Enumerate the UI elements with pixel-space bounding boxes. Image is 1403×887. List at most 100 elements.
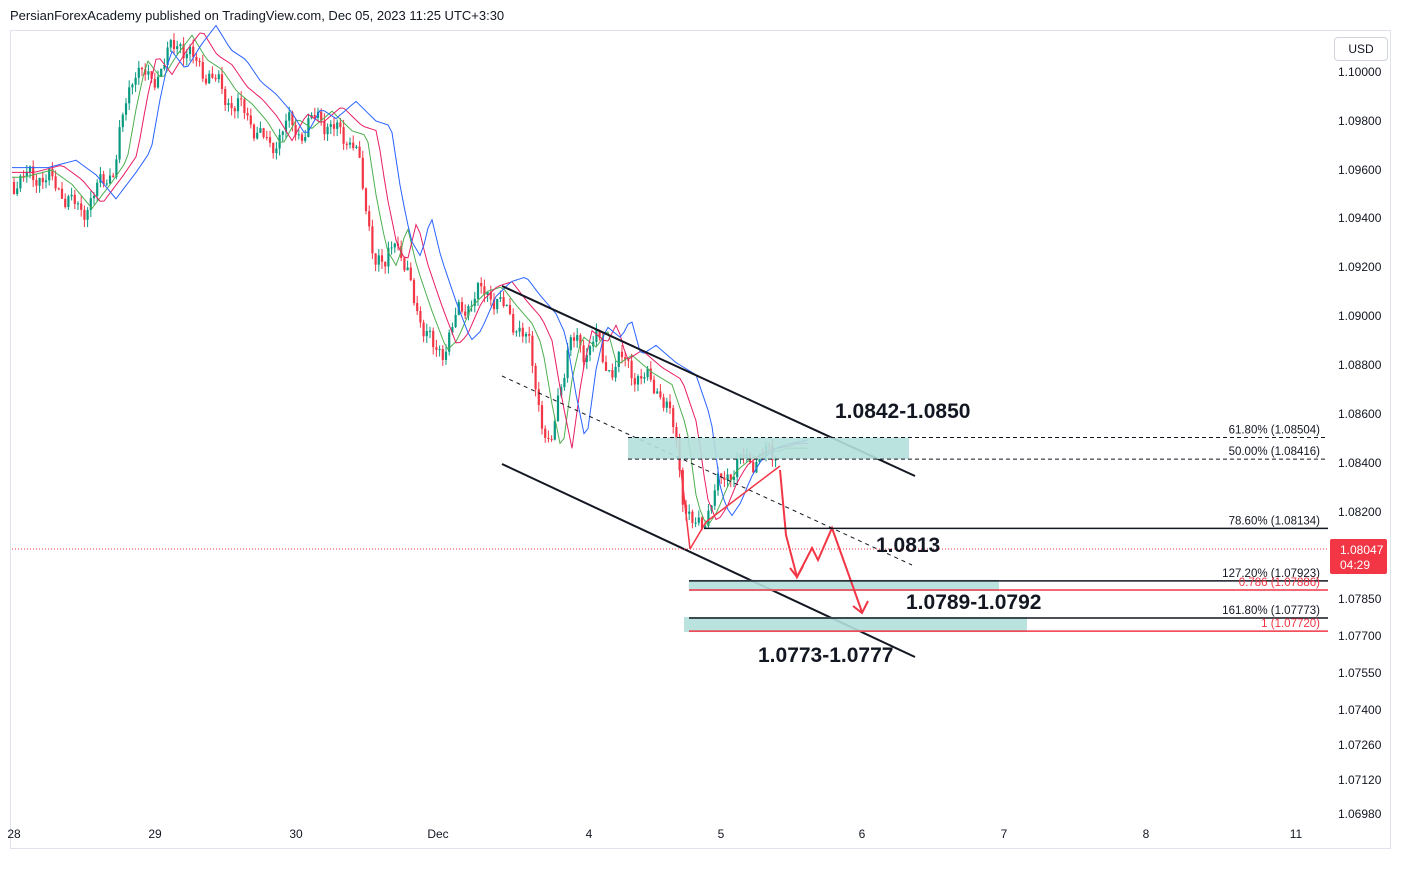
candle-body <box>451 327 454 333</box>
fib-level-label: 127.20% (1.07923) <box>1222 568 1320 580</box>
price-tick-label: 1.09600 <box>1338 163 1382 177</box>
time-tick-label: 28 <box>7 827 21 841</box>
price-tick-label: 1.09400 <box>1338 211 1382 225</box>
candle-body <box>188 46 192 55</box>
candle-body <box>566 350 569 378</box>
candle-body <box>579 335 582 346</box>
candle-body <box>544 428 547 438</box>
candle-body <box>211 73 214 78</box>
candle-body <box>390 247 393 249</box>
candle-body <box>291 112 294 125</box>
candle-body <box>38 177 41 186</box>
candle-body <box>531 335 534 366</box>
candle-body <box>704 526 707 530</box>
candle-body <box>102 174 105 185</box>
candle-body <box>368 211 371 227</box>
candle-body <box>540 405 544 429</box>
candle-body <box>438 349 441 351</box>
pattern-leg <box>705 465 781 523</box>
candle-body <box>624 357 627 360</box>
candle-body <box>224 88 227 105</box>
zone-label: 1.0789-1.0792 <box>906 591 1041 614</box>
currency-button[interactable]: USD <box>1334 37 1388 61</box>
candle-body <box>108 175 112 184</box>
candle-body <box>134 77 137 85</box>
candle-body <box>371 226 374 254</box>
candle-body <box>352 142 355 148</box>
candle-body <box>227 103 230 105</box>
candle-body <box>611 370 614 378</box>
chart-attribution: PersianForexAcademy published on Trading… <box>10 8 505 23</box>
candle-body <box>572 337 576 341</box>
candle-body <box>512 313 515 333</box>
fibonacci-layer: 61.80% (1.08504) 50.00% (1.08416) 78.60% (… <box>628 425 1328 632</box>
candle-body <box>182 44 185 59</box>
candle-body <box>230 103 233 109</box>
candle-body <box>144 69 147 75</box>
candle-body <box>633 378 636 385</box>
time-tick-label: 6 <box>859 827 866 841</box>
candle-body <box>275 148 278 154</box>
candle-body <box>313 115 316 118</box>
price-tick-label: 1.08200 <box>1338 505 1382 519</box>
time-tick-label: 29 <box>148 827 162 841</box>
candle-body <box>329 124 332 127</box>
candle-body <box>294 124 297 135</box>
candle-body <box>44 180 48 183</box>
candle-body <box>569 337 572 351</box>
candle-body <box>422 322 425 337</box>
candle-body <box>153 79 156 88</box>
candle-body <box>697 517 700 523</box>
candle-body <box>86 210 89 220</box>
candle-body <box>172 40 176 50</box>
candle-body <box>192 46 195 57</box>
candle-body <box>700 517 704 530</box>
candle-body <box>499 297 502 299</box>
candle-body <box>73 194 76 204</box>
candle-body <box>345 143 348 145</box>
fib-level-label: 161.80% (1.07773) <box>1222 605 1320 617</box>
candle-body <box>515 331 518 333</box>
price-tick-label: 1.07550 <box>1338 666 1382 680</box>
candle-body <box>249 115 252 125</box>
candle-body <box>643 377 646 379</box>
candle-body <box>524 333 528 337</box>
candle-body <box>22 175 25 177</box>
candle-body <box>150 71 153 80</box>
candle-body <box>688 511 691 514</box>
current-price-countdown: 04:29 <box>1340 558 1370 572</box>
candle-body <box>713 490 716 506</box>
candle-body <box>16 188 19 194</box>
candle-body <box>96 182 99 196</box>
candle-body <box>348 142 352 145</box>
candle-body <box>467 306 470 316</box>
ma-fast-line <box>12 34 808 527</box>
candle-body <box>617 351 620 367</box>
candle-body <box>492 299 496 310</box>
candle-body <box>41 177 44 183</box>
candle-body <box>252 124 256 139</box>
candle-body <box>640 376 643 379</box>
candle-body <box>508 305 512 314</box>
candle-body <box>160 68 163 77</box>
candle-body <box>409 267 412 281</box>
candle-body <box>729 474 732 480</box>
fib-level-label: 61.80% (1.08504) <box>1229 425 1321 437</box>
candle-body <box>124 103 128 115</box>
candle-body <box>752 462 755 473</box>
fib-level-label: 50.00% (1.08416) <box>1229 446 1321 458</box>
candle-body <box>691 511 694 523</box>
candle-body <box>361 157 364 189</box>
candle-body <box>604 361 608 371</box>
candle-body <box>668 401 672 409</box>
candle-body <box>118 127 121 160</box>
candle-body <box>553 421 556 440</box>
candle-body <box>320 111 323 121</box>
zone-label: 1.0813 <box>876 534 940 557</box>
candle-body <box>300 134 304 141</box>
candle-body <box>646 368 649 378</box>
candle-body <box>364 188 368 212</box>
candle-body <box>19 175 22 189</box>
candle-body <box>460 302 464 312</box>
